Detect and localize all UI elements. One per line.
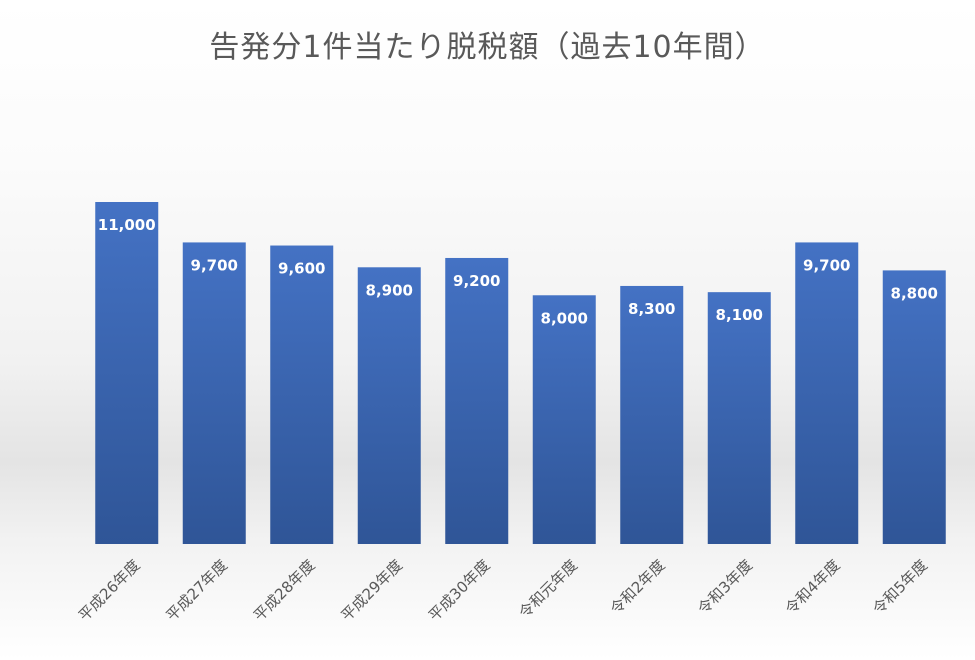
category-label-5: 令和元年度 — [515, 556, 581, 622]
data-label-2: 9,600 — [278, 260, 325, 278]
bars-group — [95, 202, 946, 544]
category-label-0: 平成26年度 — [75, 556, 144, 625]
data-label-8: 9,700 — [803, 256, 850, 274]
bar-7 — [707, 292, 771, 544]
category-label-8: 令和4年度 — [782, 556, 844, 618]
bar-8 — [795, 242, 859, 544]
data-labels-group: 11,000 9,700 9,600 8,900 9,200 8,000 8,300 8,10… — [98, 216, 938, 327]
category-label-4: 平成30年度 — [425, 556, 494, 625]
category-label-1: 平成27年度 — [162, 556, 231, 625]
category-label-3: 平成29年度 — [337, 556, 406, 625]
bar-3 — [357, 267, 421, 544]
data-label-4: 9,200 — [453, 272, 500, 290]
category-labels-group: 平成26年度 平成27年度 平成28年度 平成29年度 平成30年度 令和元年度 令和2年度… — [75, 556, 931, 625]
data-label-7: 8,100 — [716, 306, 763, 324]
category-label-2: 平成28年度 — [250, 556, 319, 625]
bar-1 — [182, 242, 246, 544]
bar-6 — [620, 285, 684, 544]
data-label-6: 8,300 — [628, 300, 675, 318]
bar-0 — [95, 202, 159, 544]
data-label-3: 8,900 — [366, 281, 413, 299]
bar-9 — [882, 270, 946, 544]
data-label-9: 8,800 — [891, 284, 938, 302]
bar-2 — [270, 245, 334, 544]
chart-title: 告発分1件当たり脱税額（過去10年間） — [209, 30, 766, 65]
bar-5 — [532, 295, 596, 544]
bar-4 — [445, 257, 509, 544]
category-label-9: 令和5年度 — [869, 556, 931, 618]
data-label-5: 8,000 — [541, 309, 588, 327]
category-label-6: 令和2年度 — [607, 556, 669, 618]
category-label-7: 令和3年度 — [694, 556, 756, 618]
data-label-0: 11,000 — [98, 216, 156, 234]
data-label-1: 9,700 — [191, 256, 238, 274]
